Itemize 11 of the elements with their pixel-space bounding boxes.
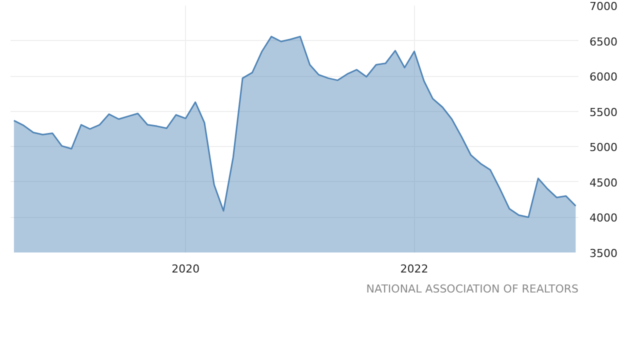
y-tick-label: 5000 — [590, 141, 618, 154]
y-tick-label: 6000 — [590, 70, 618, 84]
y-tick-label: 4000 — [590, 212, 618, 225]
y-tick-label: 3500 — [590, 247, 618, 260]
y-tick-label: 7000 — [590, 0, 618, 13]
x-tick-label: 2020 — [172, 262, 200, 276]
y-tick-label: 4500 — [590, 176, 618, 190]
text: NATIONAL ASSOCIATION OF REALTORS — [366, 282, 579, 296]
x-tick-label: 2022 — [400, 262, 428, 276]
y-tick-label: 5500 — [590, 106, 618, 119]
y-tick-label: 6500 — [590, 35, 618, 48]
